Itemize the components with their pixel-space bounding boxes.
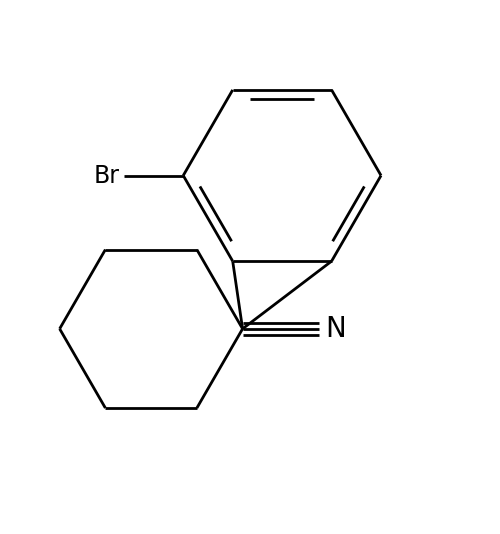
- Text: Br: Br: [94, 163, 120, 187]
- Text: N: N: [325, 315, 346, 343]
